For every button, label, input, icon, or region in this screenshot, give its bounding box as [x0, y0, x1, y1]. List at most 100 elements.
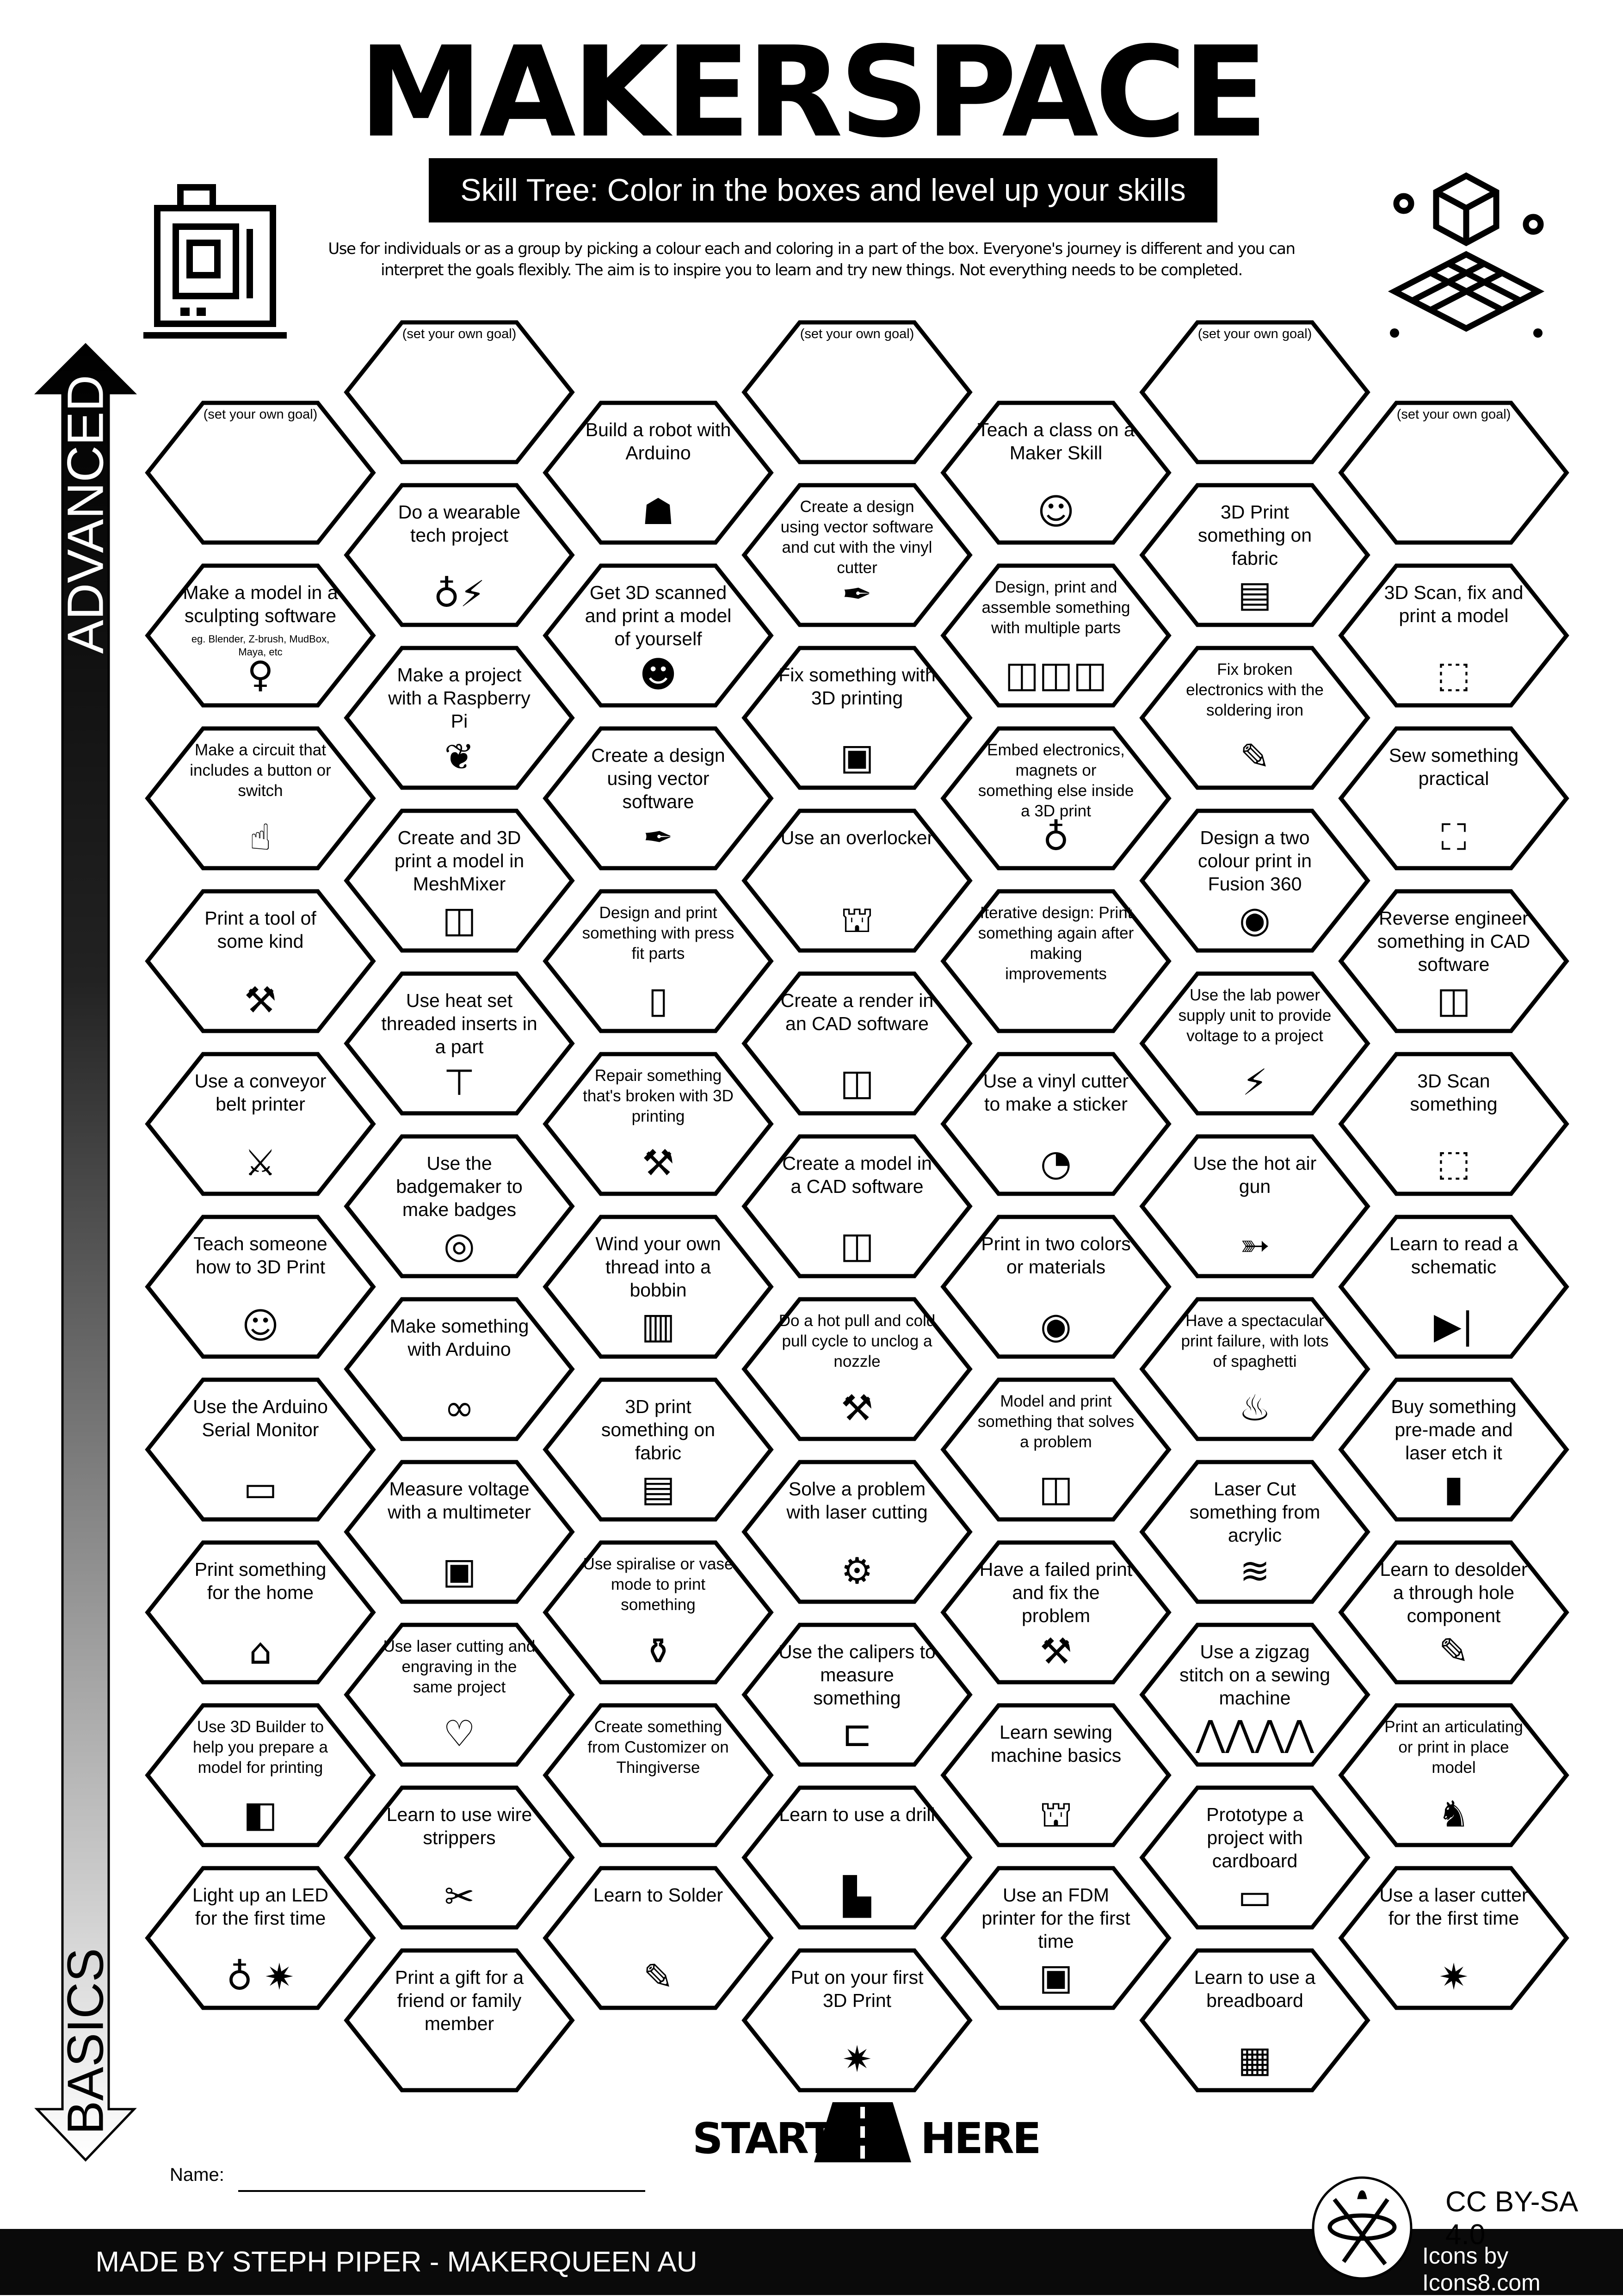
skill-hex[interactable]: Create and 3D print a model in MeshMixer…: [344, 809, 575, 953]
skill-hex[interactable]: Use laser cutting and engraving in the s…: [344, 1623, 575, 1767]
skill-hex[interactable]: Use 3D Builder to help you prepare a mod…: [145, 1703, 376, 1847]
skill-hex[interactable]: Teach a class on a Maker Skill ☺: [940, 401, 1172, 545]
skill-hex[interactable]: 3D Scan something ⬚: [1338, 1052, 1569, 1196]
skill-hex[interactable]: Reverse engineer something in CAD softwa…: [1338, 889, 1569, 1033]
skill-hex[interactable]: Fix something with 3D printing ▣: [741, 646, 973, 790]
skill-hex[interactable]: Make a circuit that includes a button or…: [145, 726, 376, 870]
skill-hex[interactable]: Use an overlocker ⛫: [741, 809, 973, 953]
skill-label: Put on your first 3D Print: [790, 1967, 924, 2011]
skill-hex[interactable]: Print in two colors or materials ◉: [940, 1215, 1172, 1359]
skill-hex[interactable]: Learn to use a breadboard ▦: [1139, 1948, 1370, 2092]
hex-outline: [940, 1052, 1172, 1196]
3d-scan-icon: ⬚: [1437, 1142, 1471, 1184]
skill-label: Use the calipers to measure something: [778, 1641, 936, 1709]
skill-hex[interactable]: Use the Arduino Serial Monitor ▭: [145, 1377, 376, 1522]
badge-icon: ◎: [443, 1225, 475, 1266]
skill-hex[interactable]: Fix broken electronics with the solderin…: [1139, 646, 1370, 790]
skill-hex[interactable]: Print a tool of some kind ⚒: [145, 889, 376, 1033]
hex-outline: [543, 1052, 774, 1196]
skill-hex[interactable]: Use the calipers to measure something ⊏: [741, 1623, 973, 1767]
skill-hex[interactable]: Learn to Solder ✎: [543, 1866, 774, 2010]
hex-outline: [344, 1460, 575, 1604]
skill-hex[interactable]: 3D Scan, fix and print a model ⬚: [1338, 563, 1569, 708]
name-field[interactable]: [238, 2185, 645, 2192]
skill-hex[interactable]: Create a render in an CAD software ◫: [741, 971, 973, 1116]
skill-hex[interactable]: Have a failed print and fix the problem ⚒: [940, 1540, 1172, 1685]
hex-outline: [543, 401, 774, 545]
skill-hex[interactable]: (set your own goal): [145, 401, 376, 545]
skill-hex[interactable]: Use a vinyl cutter to make a sticker ◔: [940, 1052, 1172, 1196]
skill-hex[interactable]: Light up an LED for the first time ♁ ✷: [145, 1866, 376, 2010]
skill-hex[interactable]: Wind your own thread into a bobbin ▥: [543, 1215, 774, 1359]
skill-hex[interactable]: Make something with Arduino ∞: [344, 1297, 575, 1441]
skill-hex[interactable]: Buy something pre-made and laser etch it…: [1338, 1377, 1569, 1522]
skill-hex[interactable]: Use a zigzag stitch on a sewing machine ⋀…: [1139, 1623, 1370, 1767]
skill-hex[interactable]: Do a hot pull and cold pull cycle to unc…: [741, 1297, 973, 1441]
drill-icon: ▙: [843, 1876, 871, 1918]
skill-hex[interactable]: Have a spectacular print failure, with l…: [1139, 1297, 1370, 1441]
skill-hex[interactable]: Make a project with a Raspberry Pi ❦: [344, 646, 575, 790]
skill-hex[interactable]: (set your own goal): [1139, 320, 1370, 464]
skill-hex[interactable]: Use a conveyor belt printer ⚔: [145, 1052, 376, 1196]
skill-hex[interactable]: Solve a problem with laser cutting ⚙: [741, 1460, 973, 1604]
skill-hex[interactable]: Design a two colour print in Fusion 360 ◉: [1139, 809, 1370, 953]
skill-hex[interactable]: Create a model in a CAD software ◫: [741, 1134, 973, 1278]
hex-outline: [1338, 726, 1569, 870]
house-icon: ⌂: [249, 1631, 272, 1673]
skill-hex[interactable]: (set your own goal): [741, 320, 973, 464]
skill-label: 3D print something on fabric: [601, 1396, 716, 1463]
skill-label: Do a wearable tech project: [398, 501, 521, 546]
custom-goal-label: (set your own goal): [1197, 327, 1312, 341]
skill-hex[interactable]: Iterative design: Print something again …: [940, 889, 1172, 1033]
skill-hex[interactable]: Put on your first 3D Print ✷: [741, 1948, 973, 2092]
skill-hex[interactable]: Learn sewing machine basics ⛫: [940, 1703, 1172, 1847]
skill-hex[interactable]: Use spiralise or vase mode to print some…: [543, 1540, 774, 1685]
hex-outline: [1338, 1540, 1569, 1685]
skill-hex[interactable]: Prototype a project with cardboard ▭: [1139, 1785, 1370, 1930]
skill-hex[interactable]: 3D Print something on fabric ▤: [1139, 483, 1370, 627]
skill-hex[interactable]: Create something from Customizer on Thin…: [543, 1703, 774, 1847]
dragon-icon: ♞: [1438, 1794, 1470, 1835]
skill-hex[interactable]: Use heat set threaded inserts in a part ⊤: [344, 971, 575, 1116]
skill-hex[interactable]: Print something for the home ⌂: [145, 1540, 376, 1685]
skill-label: Use a vinyl cutter to make a sticker: [983, 1070, 1129, 1115]
skill-hex[interactable]: Print a gift for a friend or family memb…: [344, 1948, 575, 2092]
skill-hex[interactable]: Learn to read a schematic ▶|: [1338, 1215, 1569, 1359]
skill-hex[interactable]: (set your own goal): [344, 320, 575, 464]
skill-hex[interactable]: Learn to desolder a through hole compone…: [1338, 1540, 1569, 1685]
skill-hex[interactable]: Repair something that's broken with 3D p…: [543, 1052, 774, 1196]
here-label: HERE: [920, 2114, 1042, 2163]
skill-hex[interactable]: Create a design using vector software an…: [741, 483, 973, 627]
skill-hex[interactable]: Measure voltage with a multimeter ▣: [344, 1460, 575, 1604]
skill-hex[interactable]: Embed electronics, magnets or something …: [940, 726, 1172, 870]
skill-hex[interactable]: Learn to use wire strippers ✂: [344, 1785, 575, 1930]
skill-hex[interactable]: 3D print something on fabric ▤: [543, 1377, 774, 1522]
skill-hex[interactable]: Do a wearable tech project ♁⚡: [344, 483, 575, 627]
skill-hex[interactable]: Design and print something with press fi…: [543, 889, 774, 1033]
skill-hex[interactable]: Print an articulating or print in place …: [1338, 1703, 1569, 1847]
hex-outline: [940, 1215, 1172, 1359]
skill-hex[interactable]: Model and print something that solves a …: [940, 1377, 1172, 1522]
skill-hex[interactable]: Use the lab power supply unit to provide…: [1139, 971, 1370, 1116]
cube-icon: ◫: [840, 1225, 874, 1266]
skill-hex[interactable]: Laser Cut something from acrylic ≋: [1139, 1460, 1370, 1604]
skill-hex[interactable]: (set your own goal): [1338, 401, 1569, 545]
skill-hex[interactable]: Learn to use a drill ▙: [741, 1785, 973, 1930]
skill-hex[interactable]: Make a model in a sculpting software eg. …: [145, 563, 376, 708]
skill-hex[interactable]: Design, print and assemble something wit…: [940, 563, 1172, 708]
hex-outline: [145, 1540, 376, 1685]
skill-hex[interactable]: Teach someone how to 3D Print ☺: [145, 1215, 376, 1359]
skill-hex[interactable]: Create a design using vector software ✒: [543, 726, 774, 870]
skill-hex[interactable]: Get 3D scanned and print a model of your…: [543, 563, 774, 708]
skill-label: Use a conveyor belt printer: [194, 1070, 327, 1115]
skill-hex[interactable]: Sew something practical ⛶: [1338, 726, 1569, 870]
sewing-machine-icon: ⛫: [1039, 1794, 1073, 1835]
skill-hex[interactable]: Use the hot air gun ➳: [1139, 1134, 1370, 1278]
hex-outline: [1139, 320, 1370, 464]
skill-hex[interactable]: Use an FDM printer for the first time ▣: [940, 1866, 1172, 2010]
skill-hex[interactable]: Build a robot with Arduino ☗: [543, 401, 774, 545]
skill-hex[interactable]: Use the badgemaker to make badges ◎: [344, 1134, 575, 1278]
skill-label: Buy something pre-made and laser etch it: [1391, 1396, 1517, 1463]
skill-hex[interactable]: Use a laser cutter for the first time ✷: [1338, 1866, 1569, 2010]
party-popper-icon: ✷: [1438, 1957, 1469, 1998]
